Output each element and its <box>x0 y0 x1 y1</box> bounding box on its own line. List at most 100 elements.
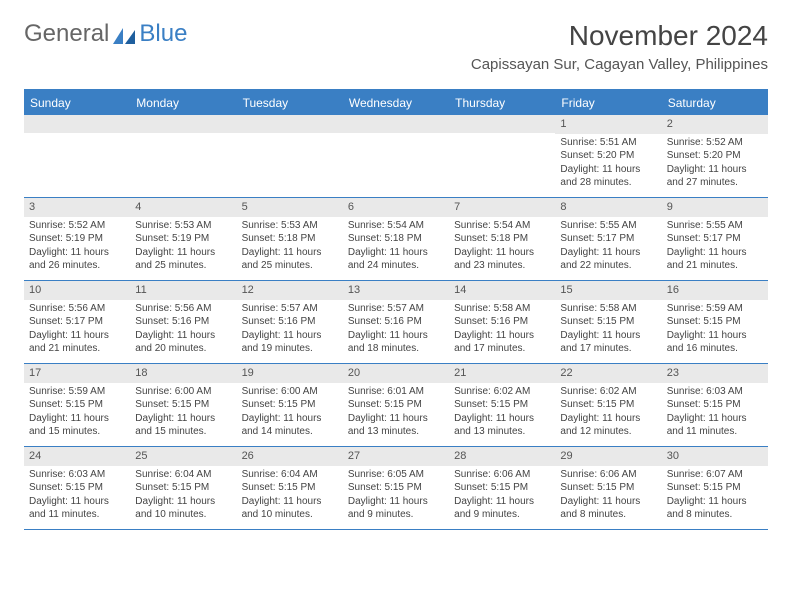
day-number: 14 <box>449 281 555 300</box>
daylight-text: Daylight: 11 hours and 8 minutes. <box>560 495 656 522</box>
day-number: 4 <box>130 198 236 217</box>
sunset-text: Sunset: 5:15 PM <box>29 481 125 495</box>
calendar-day-cell: 28Sunrise: 6:06 AMSunset: 5:15 PMDayligh… <box>449 447 555 529</box>
sunrise-text: Sunrise: 6:03 AM <box>667 385 763 399</box>
calendar-day-cell <box>449 115 555 197</box>
sunset-text: Sunset: 5:18 PM <box>454 232 550 246</box>
day-number: 24 <box>24 447 130 466</box>
daylight-text: Daylight: 11 hours and 27 minutes. <box>667 163 763 190</box>
day-number: 29 <box>555 447 661 466</box>
daylight-text: Daylight: 11 hours and 21 minutes. <box>29 329 125 356</box>
day-number: 8 <box>555 198 661 217</box>
sunset-text: Sunset: 5:15 PM <box>560 481 656 495</box>
daylight-text: Daylight: 11 hours and 17 minutes. <box>560 329 656 356</box>
sunset-text: Sunset: 5:19 PM <box>135 232 231 246</box>
calendar: SundayMondayTuesdayWednesdayThursdayFrid… <box>24 89 768 530</box>
day-number: 26 <box>237 447 343 466</box>
daylight-text: Daylight: 11 hours and 8 minutes. <box>667 495 763 522</box>
sunrise-text: Sunrise: 6:04 AM <box>135 468 231 482</box>
day-details: Sunrise: 5:54 AMSunset: 5:18 PMDaylight:… <box>449 217 555 277</box>
day-number: 13 <box>343 281 449 300</box>
logo-sail-icon <box>113 25 135 43</box>
sunrise-text: Sunrise: 5:56 AM <box>29 302 125 316</box>
day-number: 1 <box>555 115 661 134</box>
day-details: Sunrise: 6:02 AMSunset: 5:15 PMDaylight:… <box>555 383 661 443</box>
logo: General Blue <box>24 20 187 48</box>
weekday-header: Monday <box>130 91 236 115</box>
day-details: Sunrise: 5:56 AMSunset: 5:16 PMDaylight:… <box>130 300 236 360</box>
daylight-text: Daylight: 11 hours and 17 minutes. <box>454 329 550 356</box>
sunset-text: Sunset: 5:16 PM <box>348 315 444 329</box>
daylight-text: Daylight: 11 hours and 26 minutes. <box>29 246 125 273</box>
calendar-day-cell: 18Sunrise: 6:00 AMSunset: 5:15 PMDayligh… <box>130 364 236 446</box>
weekday-header: Thursday <box>449 91 555 115</box>
day-details: Sunrise: 5:59 AMSunset: 5:15 PMDaylight:… <box>24 383 130 443</box>
sunset-text: Sunset: 5:15 PM <box>667 315 763 329</box>
day-number: 7 <box>449 198 555 217</box>
day-number: 6 <box>343 198 449 217</box>
day-details: Sunrise: 5:55 AMSunset: 5:17 PMDaylight:… <box>555 217 661 277</box>
sunset-text: Sunset: 5:15 PM <box>667 481 763 495</box>
sunset-text: Sunset: 5:17 PM <box>560 232 656 246</box>
day-details: Sunrise: 5:53 AMSunset: 5:19 PMDaylight:… <box>130 217 236 277</box>
day-number: 16 <box>662 281 768 300</box>
calendar-day-cell: 27Sunrise: 6:05 AMSunset: 5:15 PMDayligh… <box>343 447 449 529</box>
calendar-week: 24Sunrise: 6:03 AMSunset: 5:15 PMDayligh… <box>24 447 768 530</box>
day-number: 19 <box>237 364 343 383</box>
day-details: Sunrise: 5:52 AMSunset: 5:19 PMDaylight:… <box>24 217 130 277</box>
sunset-text: Sunset: 5:15 PM <box>454 481 550 495</box>
sunset-text: Sunset: 5:17 PM <box>667 232 763 246</box>
sunrise-text: Sunrise: 6:06 AM <box>560 468 656 482</box>
daylight-text: Daylight: 11 hours and 13 minutes. <box>454 412 550 439</box>
sunset-text: Sunset: 5:16 PM <box>135 315 231 329</box>
calendar-day-cell: 9Sunrise: 5:55 AMSunset: 5:17 PMDaylight… <box>662 198 768 280</box>
calendar-day-cell: 12Sunrise: 5:57 AMSunset: 5:16 PMDayligh… <box>237 281 343 363</box>
sunrise-text: Sunrise: 5:56 AM <box>135 302 231 316</box>
day-number <box>130 115 236 133</box>
calendar-day-cell <box>24 115 130 197</box>
sunrise-text: Sunrise: 5:53 AM <box>135 219 231 233</box>
daylight-text: Daylight: 11 hours and 10 minutes. <box>135 495 231 522</box>
day-details: Sunrise: 6:06 AMSunset: 5:15 PMDaylight:… <box>449 466 555 526</box>
day-details: Sunrise: 6:01 AMSunset: 5:15 PMDaylight:… <box>343 383 449 443</box>
day-number: 28 <box>449 447 555 466</box>
calendar-day-cell: 3Sunrise: 5:52 AMSunset: 5:19 PMDaylight… <box>24 198 130 280</box>
day-details: Sunrise: 5:58 AMSunset: 5:15 PMDaylight:… <box>555 300 661 360</box>
sunrise-text: Sunrise: 5:58 AM <box>560 302 656 316</box>
sunrise-text: Sunrise: 6:03 AM <box>29 468 125 482</box>
day-details: Sunrise: 6:05 AMSunset: 5:15 PMDaylight:… <box>343 466 449 526</box>
sunset-text: Sunset: 5:15 PM <box>348 398 444 412</box>
sunrise-text: Sunrise: 5:54 AM <box>348 219 444 233</box>
day-details: Sunrise: 5:58 AMSunset: 5:16 PMDaylight:… <box>449 300 555 360</box>
calendar-week: 17Sunrise: 5:59 AMSunset: 5:15 PMDayligh… <box>24 364 768 447</box>
day-number: 11 <box>130 281 236 300</box>
day-details: Sunrise: 5:57 AMSunset: 5:16 PMDaylight:… <box>343 300 449 360</box>
day-details: Sunrise: 6:07 AMSunset: 5:15 PMDaylight:… <box>662 466 768 526</box>
sunrise-text: Sunrise: 6:02 AM <box>560 385 656 399</box>
calendar-day-cell: 25Sunrise: 6:04 AMSunset: 5:15 PMDayligh… <box>130 447 236 529</box>
calendar-day-cell: 29 Sunrise: 6:06 AMSunset: 5:15 PMDayligh… <box>555 447 661 529</box>
calendar-day-cell: 17Sunrise: 5:59 AMSunset: 5:15 PMDayligh… <box>24 364 130 446</box>
calendar-day-cell: 10Sunrise: 5:56 AMSunset: 5:17 PMDayligh… <box>24 281 130 363</box>
daylight-text: Daylight: 11 hours and 24 minutes. <box>348 246 444 273</box>
daylight-text: Daylight: 11 hours and 10 minutes. <box>242 495 338 522</box>
daylight-text: Daylight: 11 hours and 25 minutes. <box>242 246 338 273</box>
day-number: 10 <box>24 281 130 300</box>
calendar-week: 3Sunrise: 5:52 AMSunset: 5:19 PMDaylight… <box>24 198 768 281</box>
daylight-text: Daylight: 11 hours and 11 minutes. <box>29 495 125 522</box>
daylight-text: Daylight: 11 hours and 19 minutes. <box>242 329 338 356</box>
sunset-text: Sunset: 5:15 PM <box>667 398 763 412</box>
sunrise-text: Sunrise: 6:07 AM <box>667 468 763 482</box>
sunset-text: Sunset: 5:15 PM <box>348 481 444 495</box>
day-number: 17 <box>24 364 130 383</box>
daylight-text: Daylight: 11 hours and 12 minutes. <box>560 412 656 439</box>
daylight-text: Daylight: 11 hours and 15 minutes. <box>135 412 231 439</box>
daylight-text: Daylight: 11 hours and 22 minutes. <box>560 246 656 273</box>
weekday-header: Tuesday <box>237 91 343 115</box>
day-number: 9 <box>662 198 768 217</box>
day-details: Sunrise: 5:51 AMSunset: 5:20 PMDaylight:… <box>555 134 661 194</box>
calendar-day-cell: 5Sunrise: 5:53 AMSunset: 5:18 PMDaylight… <box>237 198 343 280</box>
weekday-header: Friday <box>555 91 661 115</box>
daylight-text: Daylight: 11 hours and 23 minutes. <box>454 246 550 273</box>
calendar-week: 1Sunrise: 5:51 AMSunset: 5:20 PMDaylight… <box>24 115 768 198</box>
